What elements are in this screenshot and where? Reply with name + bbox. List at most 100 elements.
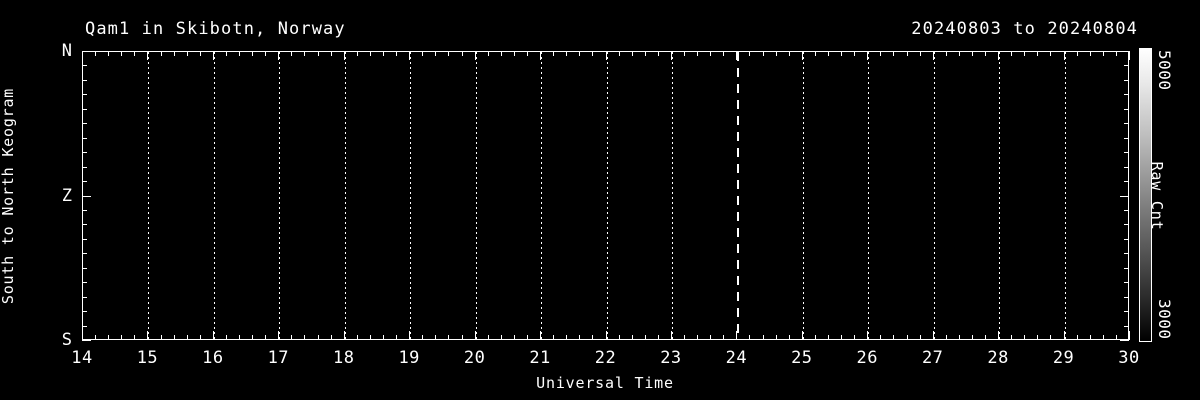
x-tick-18-bot [343, 331, 345, 340]
x-minor-tick-bot [566, 335, 568, 340]
x-minor-tick-bot [945, 335, 947, 340]
x-minor-tick-top [1115, 51, 1117, 56]
x-tick-20-bot [474, 331, 476, 340]
y-minor-tick-left [82, 65, 87, 67]
x-minor-tick-top [369, 51, 371, 56]
x-minor-tick-bot [461, 335, 463, 340]
y-tick-S-right [1120, 340, 1129, 341]
x-minor-tick-bot [1102, 335, 1104, 340]
x-minor-tick-top [1024, 51, 1026, 56]
x-minor-tick-top [618, 51, 620, 56]
x-tick-28-bot [998, 331, 1000, 340]
y-minor-tick-right [1124, 94, 1129, 96]
x-minor-tick-bot [749, 335, 751, 340]
x-minor-tick-top [971, 51, 973, 56]
x-minor-tick-bot [199, 335, 201, 340]
x-minor-tick-bot [775, 335, 777, 340]
x-minor-tick-top [317, 51, 319, 56]
x-minor-tick-bot [1076, 335, 1078, 340]
gridline-hour-21 [541, 52, 543, 339]
x-minor-tick-top [631, 51, 633, 56]
x-minor-tick-top [945, 51, 947, 56]
x-minor-tick-top [134, 51, 136, 56]
y-minor-tick-right [1124, 311, 1129, 313]
x-minor-tick-bot [788, 335, 790, 340]
y-tick-S-left [82, 340, 91, 341]
x-minor-tick-bot [291, 335, 293, 340]
x-minor-tick-top [435, 51, 437, 56]
y-minor-tick-left [82, 94, 87, 96]
x-tick-26-bot [867, 331, 869, 340]
x-ticklabel-17: 17 [267, 348, 290, 368]
x-tick-27-top [932, 51, 934, 60]
y-minor-tick-left [82, 181, 87, 183]
x-ticklabel-29: 29 [1052, 348, 1075, 368]
gridline-hour-26 [868, 52, 870, 339]
x-tick-26-top [867, 51, 869, 60]
x-minor-tick-top [304, 51, 306, 56]
x-minor-tick-bot [95, 335, 97, 340]
x-tick-25-bot [801, 331, 803, 340]
x-minor-tick-top [121, 51, 123, 56]
gridline-emphasis-hour-24 [737, 52, 740, 339]
y-minor-tick-left [82, 311, 87, 313]
x-minor-tick-top [814, 51, 816, 56]
x-tick-18-top [343, 51, 345, 60]
x-minor-tick-top [252, 51, 254, 56]
x-tick-21-top [540, 51, 542, 60]
x-minor-tick-bot [317, 335, 319, 340]
x-minor-tick-bot [919, 335, 921, 340]
x-minor-tick-top [827, 51, 829, 56]
gridline-hour-16 [213, 52, 215, 339]
x-tick-22-top [605, 51, 607, 60]
x-minor-tick-bot [435, 335, 437, 340]
x-tick-23-top [670, 51, 672, 60]
gridline-hour-20 [475, 52, 477, 339]
x-ticklabel-21: 21 [529, 348, 551, 368]
gridline-hour-29 [1064, 52, 1066, 339]
x-minor-tick-bot [186, 335, 188, 340]
y-tick-N-left [82, 51, 91, 52]
x-tick-24-bot [736, 331, 738, 340]
x-minor-tick-top [422, 51, 424, 56]
y-axis-label: South to North Keogram [0, 87, 17, 305]
x-minor-tick-bot [422, 335, 424, 340]
y-minor-tick-right [1124, 166, 1129, 168]
x-tick-21-bot [540, 331, 542, 340]
x-minor-tick-bot [225, 335, 227, 340]
x-minor-tick-top [579, 51, 581, 56]
x-minor-tick-bot [252, 335, 254, 340]
x-tick-28-top [998, 51, 1000, 60]
x-minor-tick-top [985, 51, 987, 56]
y-minor-tick-left [82, 166, 87, 168]
x-tick-29-top [1063, 51, 1065, 60]
x-minor-tick-bot [710, 335, 712, 340]
x-minor-tick-bot [369, 335, 371, 340]
x-minor-tick-top [880, 51, 882, 56]
y-minor-tick-left [82, 325, 87, 327]
keogram-image [83, 52, 1128, 339]
x-tick-23-bot [670, 331, 672, 340]
x-minor-tick-top [566, 51, 568, 56]
x-minor-tick-bot [841, 335, 843, 340]
y-minor-tick-right [1124, 253, 1129, 255]
keogram-plot-area [82, 51, 1129, 340]
x-minor-tick-top [893, 51, 895, 56]
x-minor-tick-top [526, 51, 528, 56]
x-minor-tick-bot [1024, 335, 1026, 340]
x-ticklabel-30: 30 [1118, 348, 1140, 368]
x-minor-tick-bot [827, 335, 829, 340]
x-minor-tick-top [291, 51, 293, 56]
y-minor-tick-right [1124, 282, 1129, 284]
x-minor-tick-top [487, 51, 489, 56]
x-minor-tick-bot [657, 335, 659, 340]
x-minor-tick-bot [762, 335, 764, 340]
x-minor-tick-top [95, 51, 97, 56]
y-minor-tick-left [82, 267, 87, 269]
x-axis-label: Universal Time [536, 374, 674, 392]
x-minor-tick-bot [500, 335, 502, 340]
x-ticklabel-23: 23 [660, 348, 682, 368]
y-minor-tick-right [1124, 79, 1129, 81]
colorbar-max-label: 5000 [1155, 50, 1174, 91]
